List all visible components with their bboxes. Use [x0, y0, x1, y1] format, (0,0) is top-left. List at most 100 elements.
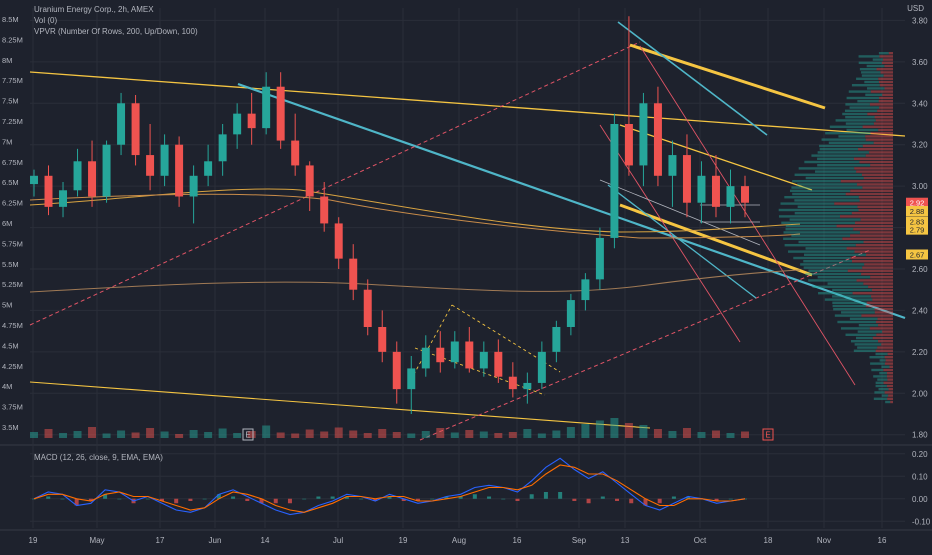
- profile-bar-down: [854, 221, 893, 224]
- price-tag-label: 2.92: [910, 199, 925, 208]
- profile-bar-down: [888, 388, 893, 391]
- profile-bar-up: [832, 295, 871, 298]
- macd-histogram-bar: [302, 498, 307, 500]
- profile-bar-up: [805, 247, 847, 250]
- volume-tick-label: 5M: [2, 301, 12, 310]
- profile-bar-down: [858, 196, 893, 199]
- profile-bar-down: [888, 394, 893, 397]
- volume-bar: [581, 424, 590, 438]
- vpvr-indicator-label[interactable]: VPVR (Number Of Rows, 200, Up/Down, 100): [34, 27, 198, 36]
- volume-tick-label: 7M: [2, 137, 12, 146]
- macd-histogram-bar: [330, 496, 335, 499]
- profile-bar-down: [879, 106, 893, 109]
- macd-histogram-bar: [515, 498, 520, 501]
- volume-bar: [711, 430, 720, 438]
- macd-histogram-bar: [401, 498, 406, 501]
- volume-bar: [668, 431, 677, 438]
- profile-bar-up: [879, 372, 887, 375]
- profile-bar-down: [886, 384, 893, 388]
- volume-tick-label: 6.5M: [2, 178, 19, 187]
- trendline: [639, 45, 856, 386]
- profile-bar-down: [877, 346, 893, 349]
- volume-bar: [392, 432, 401, 438]
- volume-tick-label: 8.5M: [2, 15, 19, 24]
- profile-bar-down: [866, 301, 893, 304]
- volume-tick-label: 6.25M: [2, 199, 23, 208]
- earnings-marker: E: [242, 428, 254, 441]
- profile-bar-up: [853, 349, 876, 352]
- profile-bar-down: [861, 272, 893, 276]
- macd-histogram-bar: [316, 496, 321, 499]
- volume-bar: [479, 431, 488, 438]
- macd-indicator-label[interactable]: MACD (12, 26, close, 9, EMA, EMA): [34, 453, 163, 462]
- profile-bar-down: [878, 80, 893, 84]
- volume-tick-label: 4.5M: [2, 341, 19, 350]
- candle-body: [363, 289, 372, 327]
- macd-histogram-bar: [174, 498, 179, 504]
- trendline: [414, 347, 546, 396]
- profile-bar-up: [857, 346, 878, 349]
- earnings-marker-label: E: [245, 431, 250, 440]
- macd-histogram-bar: [145, 498, 150, 500]
- symbol-title[interactable]: Uranium Energy Corp., 2h, AMEX: [34, 5, 154, 14]
- candle-body: [436, 347, 445, 363]
- volume-bar: [73, 431, 82, 438]
- volume-bar: [465, 430, 474, 438]
- profile-bar-up: [791, 234, 851, 237]
- candle-body: [537, 351, 546, 383]
- trendline: [237, 82, 906, 320]
- profile-bar-up: [792, 180, 841, 183]
- profile-bar-up: [858, 61, 882, 64]
- profile-bar-up: [841, 311, 875, 314]
- macd-histogram-bar: [728, 498, 733, 500]
- candle-body: [73, 161, 82, 191]
- profile-bar-up: [805, 176, 864, 180]
- time-tick-label: May: [89, 536, 104, 545]
- candle-body: [711, 175, 720, 207]
- profile-bar-down: [864, 263, 893, 266]
- candle-body: [291, 140, 300, 166]
- profile-bar-up: [803, 266, 863, 269]
- profile-bar-up: [867, 87, 885, 90]
- time-tick-label: 13: [621, 536, 630, 545]
- candle-body: [233, 113, 242, 135]
- macd-histogram-bar: [600, 496, 605, 499]
- profile-bar-down: [870, 132, 893, 135]
- candle-body: [334, 223, 343, 259]
- profile-bar-down: [861, 173, 893, 176]
- trendline: [619, 203, 813, 277]
- volume-bar: [653, 429, 662, 438]
- volume-tick-label: 7.5M: [2, 97, 19, 106]
- profile-bar-down: [882, 93, 893, 96]
- profile-bar-down: [870, 276, 893, 279]
- trendlines: [29, 21, 906, 441]
- profile-bar-down: [854, 250, 893, 253]
- price-tag-bg: [906, 206, 928, 216]
- profile-bar-down: [863, 240, 893, 244]
- profile-bar-up: [789, 218, 861, 221]
- profile-bar-up: [873, 375, 887, 378]
- price-tag-bg: [906, 224, 928, 235]
- macd-line: [33, 457, 746, 516]
- candle-body: [44, 175, 53, 207]
- profile-bar-down: [842, 237, 893, 240]
- volume-bars: [30, 418, 749, 438]
- price-tick-label: 2.20: [912, 348, 928, 357]
- candle-body: [407, 368, 416, 390]
- profile-bar-down: [882, 330, 893, 333]
- volume-indicator-label[interactable]: Vol (0): [34, 16, 58, 25]
- profile-bar-down: [883, 368, 893, 372]
- candle-body: [726, 186, 735, 207]
- macd-histogram-bar: [430, 498, 435, 500]
- price-tick-label: 2.00: [912, 389, 928, 398]
- macd-histogram-bar: [543, 492, 548, 499]
- profile-bar-down: [873, 141, 893, 144]
- profile-bar-down: [890, 400, 893, 404]
- candle-body: [741, 186, 749, 203]
- profile-bar-down: [870, 295, 893, 298]
- profile-bar-up: [808, 269, 848, 272]
- profile-bar-up: [842, 112, 868, 116]
- trendline: [29, 41, 641, 326]
- profile-bar-up: [870, 362, 885, 365]
